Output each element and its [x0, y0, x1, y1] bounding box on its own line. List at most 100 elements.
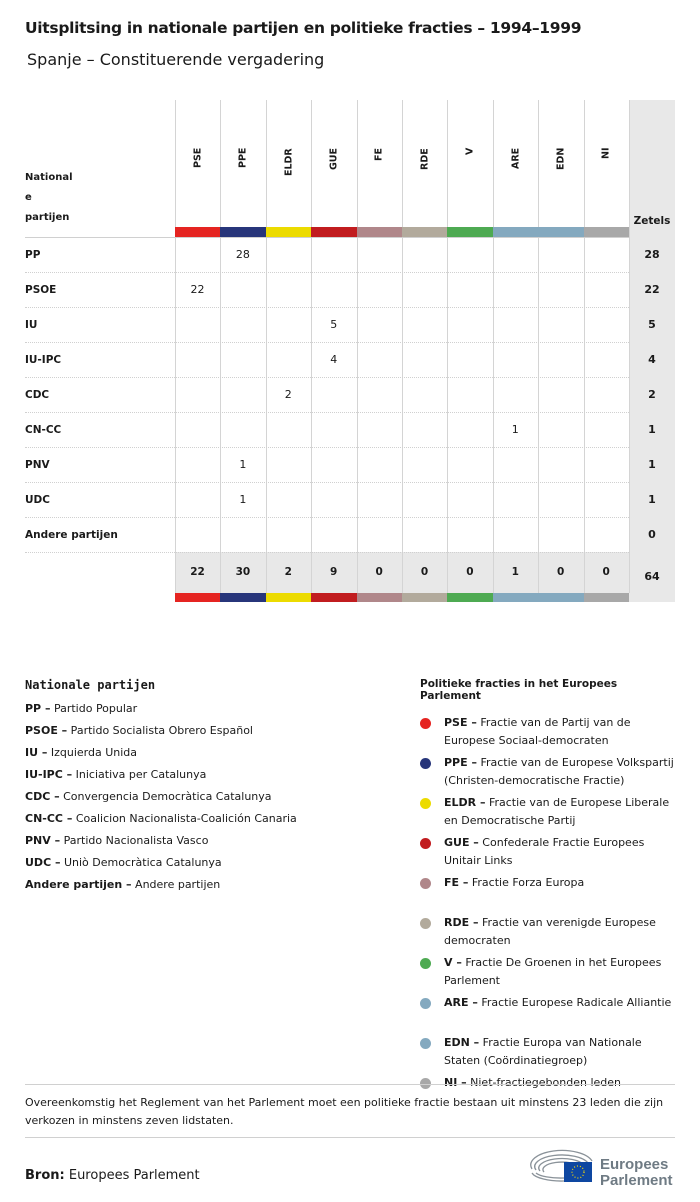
legend-text: PNV – Partido Nacionalista Vasco	[25, 834, 208, 847]
group-color-bar	[447, 227, 493, 237]
row-total: 0	[648, 528, 656, 541]
legend-code: RDE –	[444, 916, 479, 929]
row-header-line: National	[25, 172, 73, 183]
legend-text: PPE – Fractie van de Europese Volksparti…	[444, 754, 680, 794]
legend-name: Partido Socialista Obrero Español	[67, 724, 253, 737]
legend-item: IU-IPC – Iniciativa per Catalunya	[25, 768, 297, 790]
row-label: IU	[25, 319, 38, 331]
header-divider	[25, 237, 629, 238]
legend-item: PPE – Fractie van de Europese Volksparti…	[420, 754, 680, 794]
source: Bron: Europees Parlement	[25, 1168, 200, 1183]
legend-name: Izquierda Unida	[47, 746, 138, 759]
legend-name: Fractie Europa van Nationale Staten (Coö…	[444, 1036, 642, 1067]
legend-dot-icon	[420, 958, 431, 969]
row-label: PP	[25, 249, 41, 261]
column-divider	[538, 100, 540, 593]
row-divider	[25, 307, 629, 308]
row-total: 28	[644, 248, 660, 261]
row-divider	[25, 272, 629, 273]
legend-dot-icon	[420, 918, 431, 929]
legend-code: PP –	[25, 702, 51, 715]
legend-item: IU – Izquierda Unida	[25, 746, 297, 768]
group-header-v: V	[464, 148, 476, 156]
group-color-bar	[583, 593, 629, 602]
legend-item: RDE – Fractie van verenigde Europese dem…	[420, 914, 680, 954]
legend-text: PP – Partido Popular	[25, 702, 137, 715]
row-total: 2	[648, 388, 656, 401]
grand-total: 64	[644, 570, 660, 583]
legend-text: V – Fractie De Groenen in het Europees P…	[444, 954, 680, 994]
column-total: 9	[330, 566, 338, 578]
column-total: 0	[557, 566, 565, 578]
legend-name: Fractie van de Europese Liberale en Demo…	[444, 796, 670, 827]
cell-value: 2	[284, 388, 292, 401]
row-total: 1	[648, 458, 656, 471]
group-color-bar	[538, 227, 584, 237]
group-color-bar	[356, 227, 402, 237]
legend-code: ARE –	[444, 996, 478, 1009]
legend-name: Convergencia Democràtica Catalunya	[59, 790, 272, 803]
legend-item: Andere partijen – Andere partijen	[25, 878, 297, 900]
column-total: 1	[511, 566, 519, 578]
row-divider	[25, 377, 629, 378]
group-color-bar	[583, 227, 629, 237]
legend-text: IU-IPC – Iniciativa per Catalunya	[25, 768, 206, 781]
legend-code: PSOE –	[25, 724, 68, 737]
legend-text: IU – Izquierda Unida	[25, 746, 137, 759]
row-divider	[25, 517, 629, 518]
group-header-pse: PSE	[192, 148, 204, 169]
legend-code: CDC –	[25, 790, 60, 803]
column-total: 0	[375, 566, 383, 578]
legend-name: Fractie van de Europese Volkspartij (Chr…	[444, 756, 674, 787]
legend-code: ELDR –	[444, 796, 486, 809]
row-label: UDC	[25, 494, 50, 506]
legend-text: EDN – Fractie Europa van Nationale State…	[444, 1034, 680, 1074]
group-header-fe: FE	[373, 148, 385, 161]
row-label: CDC	[25, 389, 50, 401]
column-total: 22	[190, 566, 205, 578]
party-legend-heading: Nationale partijen	[25, 678, 156, 692]
legend-name: Fractie van verenigde Europese democrate…	[444, 916, 656, 947]
legend-name: Fractie van de Partij van de Europese So…	[444, 716, 631, 747]
row-label: CN-CC	[25, 424, 62, 436]
row-header-line: e	[25, 192, 32, 203]
group-color-bar	[265, 227, 312, 237]
group-color-bar	[538, 593, 584, 602]
legend-item: EDN – Fractie Europa van Nationale State…	[420, 1034, 680, 1074]
column-total: 0	[602, 566, 610, 578]
column-divider	[220, 100, 222, 593]
cell-value: 1	[511, 423, 519, 436]
legend-text: Andere partijen – Andere partijen	[25, 878, 220, 891]
legend-code: NI –	[444, 1076, 467, 1089]
legend-dot-icon	[420, 1038, 431, 1049]
cell-value: 22	[190, 283, 205, 296]
legend-dot-icon	[420, 718, 431, 729]
legend-code: IU-IPC –	[25, 768, 73, 781]
legend-text: RDE – Fractie van verenigde Europese dem…	[444, 914, 680, 954]
legend-text: UDC – Uniò Democràtica Catalunya	[25, 856, 222, 869]
group-header-are: ARE	[510, 148, 521, 170]
legend-name: Partido Nacionalista Vasco	[60, 834, 209, 847]
legend-code: CN-CC –	[25, 812, 73, 825]
legend-item: PP – Partido Popular	[25, 702, 297, 724]
row-label: PSOE	[25, 284, 57, 296]
ep-logo: Europees Parlement	[530, 1147, 680, 1191]
legend-name: Fractie Forza Europa	[468, 876, 585, 889]
row-divider	[25, 342, 629, 343]
legend-code: V –	[444, 956, 462, 969]
legend-text: CN-CC – Coalicion Nacionalista-Coalición…	[25, 812, 297, 825]
group-color-bar	[220, 593, 266, 602]
legend-dot-icon	[420, 878, 431, 889]
column-divider	[629, 100, 630, 593]
legend-item: FE – Fractie Forza Europa	[420, 874, 680, 914]
group-color-bar	[175, 227, 221, 237]
logo-line1: Europees	[600, 1156, 668, 1173]
row-divider	[25, 412, 629, 413]
group-header-ppe: PPE	[237, 148, 249, 169]
row-total: 1	[648, 493, 656, 506]
ep-hemicycle-icon: Europees Parlement	[530, 1149, 673, 1189]
legend-dot-icon	[420, 1078, 431, 1089]
group-color-bar	[175, 593, 221, 602]
group-color-bar	[356, 593, 402, 602]
row-total: 5	[648, 318, 656, 331]
